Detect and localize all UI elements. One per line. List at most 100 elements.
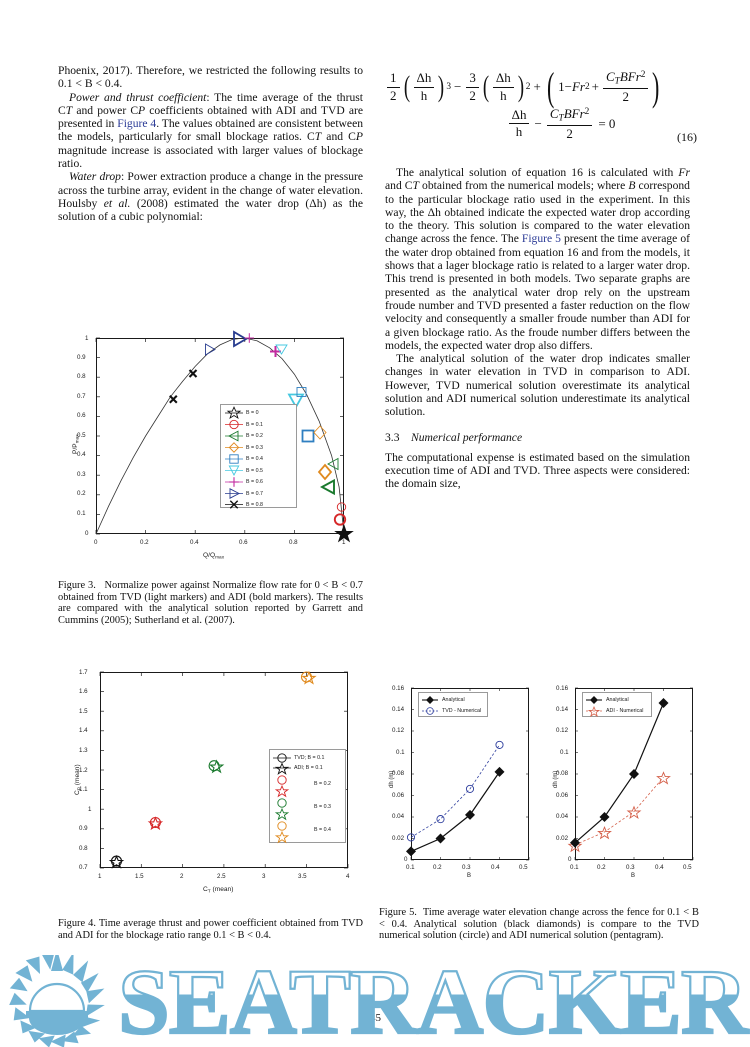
data-point-b03-fig4	[208, 759, 225, 774]
y-tick-label: 0.04	[392, 813, 405, 820]
figure-3: 1 0.9 0.8 0.7 0.6 0.5 0.4 0.3 0.2 0.1 0 …	[58, 326, 364, 581]
tvd-numerical-line	[410, 744, 500, 838]
x-tick-label: 0.1	[570, 864, 579, 871]
legend-marker-b03	[225, 442, 243, 453]
watermark-text: SEATRACKER.RU	[118, 951, 750, 1047]
y-tick-label: 0.06	[556, 792, 569, 799]
paragraph-water-drop: Water drop: Power extraction produce a c…	[58, 170, 364, 224]
y-tick-label: 0.6	[77, 412, 86, 419]
y-tick-label: 1.1	[79, 786, 88, 793]
data-point-b06	[244, 333, 281, 357]
x-tick-label: 0.4	[655, 864, 664, 871]
legend-marker-adi-b01	[273, 762, 291, 775]
legend-marker-b04-pair	[274, 821, 290, 844]
y-tick-label: 0.5	[77, 432, 86, 439]
y-tick-label: 1	[88, 806, 92, 813]
figure-4-reference[interactable]: Figure 4	[117, 117, 157, 131]
x-tick-label: 0.8	[289, 539, 298, 546]
page-number: 45	[370, 1012, 381, 1024]
analytical-curve	[95, 337, 345, 535]
legend-label: B = 0.6	[246, 479, 263, 485]
x-tick-label: 2.5	[217, 873, 226, 880]
paragraph-analytical-solution: The analytical solution of equation 16 i…	[385, 166, 691, 352]
y-tick-label: 0.16	[556, 685, 569, 692]
y-tick-label: 1.5	[79, 708, 88, 715]
data-point-b0	[334, 524, 354, 543]
paragraph-phoenix: Phoenix, 2017). Therefore, we restricted…	[58, 64, 363, 91]
analytical-markers-left	[406, 766, 505, 857]
x-tick-label: 2	[180, 873, 184, 880]
adi-numerical-line	[574, 776, 664, 846]
y-tick-label: 1.4	[79, 727, 88, 734]
y-tick-label: 0.14	[392, 706, 405, 713]
figure-4-caption: Figure 4. Time average thrust and power …	[58, 918, 363, 941]
analytical-line-right	[574, 702, 665, 844]
figure-3-caption-text: Normalize power against Normalize flow r…	[58, 580, 363, 626]
figure-5-reference[interactable]: Figure 5	[521, 232, 561, 246]
section-heading-numerical-performance: 3.3 Numerical performance	[385, 431, 690, 444]
figure-5-right-xlabel: B	[631, 873, 636, 879]
y-tick-label: 0.2	[77, 490, 86, 497]
legend-label: B = 0.3	[246, 444, 263, 451]
legend-marker-b04	[225, 454, 243, 464]
x-tick-label: 3	[262, 873, 266, 880]
legend-label: B = 0.7	[246, 490, 263, 497]
y-tick-label: 0.08	[392, 770, 405, 777]
legend-label: B = 0.2	[246, 433, 263, 439]
y-tick-label: 0	[404, 856, 408, 863]
figure-5-left-xlabel: B	[467, 873, 472, 879]
y-tick-label: 0.02	[392, 835, 405, 842]
legend-label: B = 0.4	[314, 827, 331, 833]
lead-in-water-drop: Water drop	[69, 170, 121, 184]
y-tick-label: 0.16	[392, 685, 405, 692]
y-tick-label: 1	[85, 335, 89, 342]
x-tick-label: 4	[346, 873, 350, 880]
y-tick-label: 1.6	[79, 688, 88, 695]
figure-5-caption-label: Figure 5.	[379, 907, 417, 918]
y-tick-label: 1.7	[79, 669, 88, 676]
data-point-b08	[169, 369, 198, 404]
figure-3-caption-label: Figure 3.	[58, 580, 96, 591]
data-point-b02	[320, 457, 339, 496]
y-tick-label: 0.1	[396, 749, 405, 756]
legend-marker-adi-numerical	[586, 705, 602, 717]
y-tick-label: 0.1	[77, 510, 86, 517]
legend-label: B = 0.8	[246, 501, 263, 508]
y-tick-label: 0.02	[556, 835, 569, 842]
equation-number: (16)	[677, 130, 697, 144]
paragraph-power-thrust: Power and thrust coefficient: The time a…	[58, 90, 364, 171]
y-tick-label: 0.7	[79, 864, 88, 871]
legend-label: B = 0.5	[246, 467, 263, 474]
x-tick-label: 0.3	[462, 864, 471, 871]
paragraph-tvd-adi-comparison: The analytical solution of the water dro…	[385, 352, 690, 419]
y-tick-label: 0.08	[556, 770, 569, 777]
legend-marker-analytical-adi	[586, 696, 602, 704]
analytical-markers-right	[570, 698, 669, 848]
y-tick-label: 1.3	[79, 747, 88, 754]
y-tick-label: 0.3	[77, 471, 86, 478]
y-tick-label: 0.12	[556, 727, 569, 734]
figure-4-xlabel: CT (mean)	[203, 886, 234, 895]
y-tick-label: 0.04	[556, 813, 569, 820]
legend-label: ADI - Numerical	[606, 708, 644, 714]
x-tick-label: 0.4	[491, 864, 500, 871]
legend-label: B = 0.1	[246, 421, 263, 428]
legend-label: TVD - Numerical	[442, 708, 482, 714]
tvd-numerical-markers	[406, 740, 504, 842]
x-tick-label: 0.6	[239, 539, 248, 546]
legend-marker-b08	[225, 500, 243, 509]
y-tick-label: 0	[85, 530, 89, 537]
figure-5: 0.16 0.14 0.12 0.1 0.08 0.06 0.04 0.02 0…	[379, 680, 699, 910]
figure-5-caption: Figure 5. Time average water elevation c…	[379, 907, 699, 942]
legend-label: B = 0.3	[314, 804, 331, 810]
x-tick-label: 1	[98, 873, 102, 880]
data-point-b05	[275, 344, 305, 409]
paragraph-computational-expense: The computational expense is estimated b…	[385, 450, 690, 491]
right-text-column: The analytical solution of equation 16 i…	[385, 166, 690, 491]
legend-label: B = 0.2	[314, 781, 331, 787]
legend-marker-b02	[225, 430, 243, 442]
data-point-b04	[296, 387, 315, 443]
